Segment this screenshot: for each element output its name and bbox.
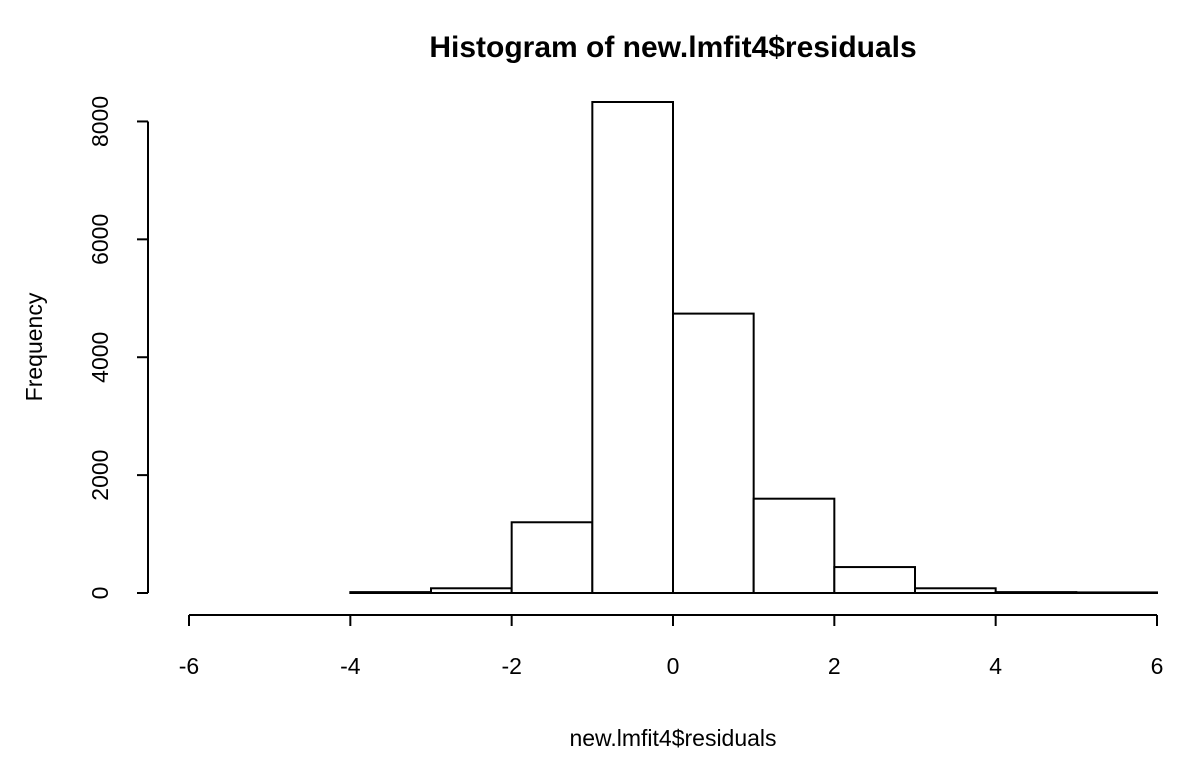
histogram-bar (430, 587, 513, 594)
histogram-bar (914, 587, 997, 594)
histogram-bar (349, 591, 433, 594)
x-tick-label: 6 (1151, 653, 1164, 679)
y-axis-label: Frequency (21, 292, 47, 401)
x-tick-label: 2 (828, 653, 841, 679)
x-tick-label: -6 (179, 653, 199, 679)
x-tick-label: -4 (340, 653, 361, 679)
x-axis: -6 -4 -2 0 2 4 6 (179, 614, 1164, 679)
histogram-bar (994, 591, 1078, 594)
x-tick-label: 0 (667, 653, 680, 679)
histogram-bar (591, 101, 674, 594)
x-axis-label: new.lmfit4$residuals (569, 725, 776, 751)
histogram-bar (510, 521, 594, 594)
x-tick-label: 4 (989, 653, 1002, 679)
y-tick-label: 6000 (87, 214, 113, 265)
y-tick-label: 4000 (87, 332, 113, 383)
histogram-bar (752, 497, 836, 594)
bars-group (349, 101, 1159, 595)
chart-title: Histogram of new.lmfit4$residuals (429, 31, 916, 64)
histogram-bar (833, 566, 916, 594)
histogram-bar (1075, 591, 1159, 595)
y-tick-label: 0 (87, 587, 113, 600)
x-tick-label: -2 (501, 653, 521, 679)
y-axis: 0 2000 4000 6000 8000 (87, 96, 149, 600)
y-tick-label: 2000 (87, 450, 113, 501)
histogram-bar (672, 312, 755, 594)
y-tick-label: 8000 (87, 96, 113, 147)
